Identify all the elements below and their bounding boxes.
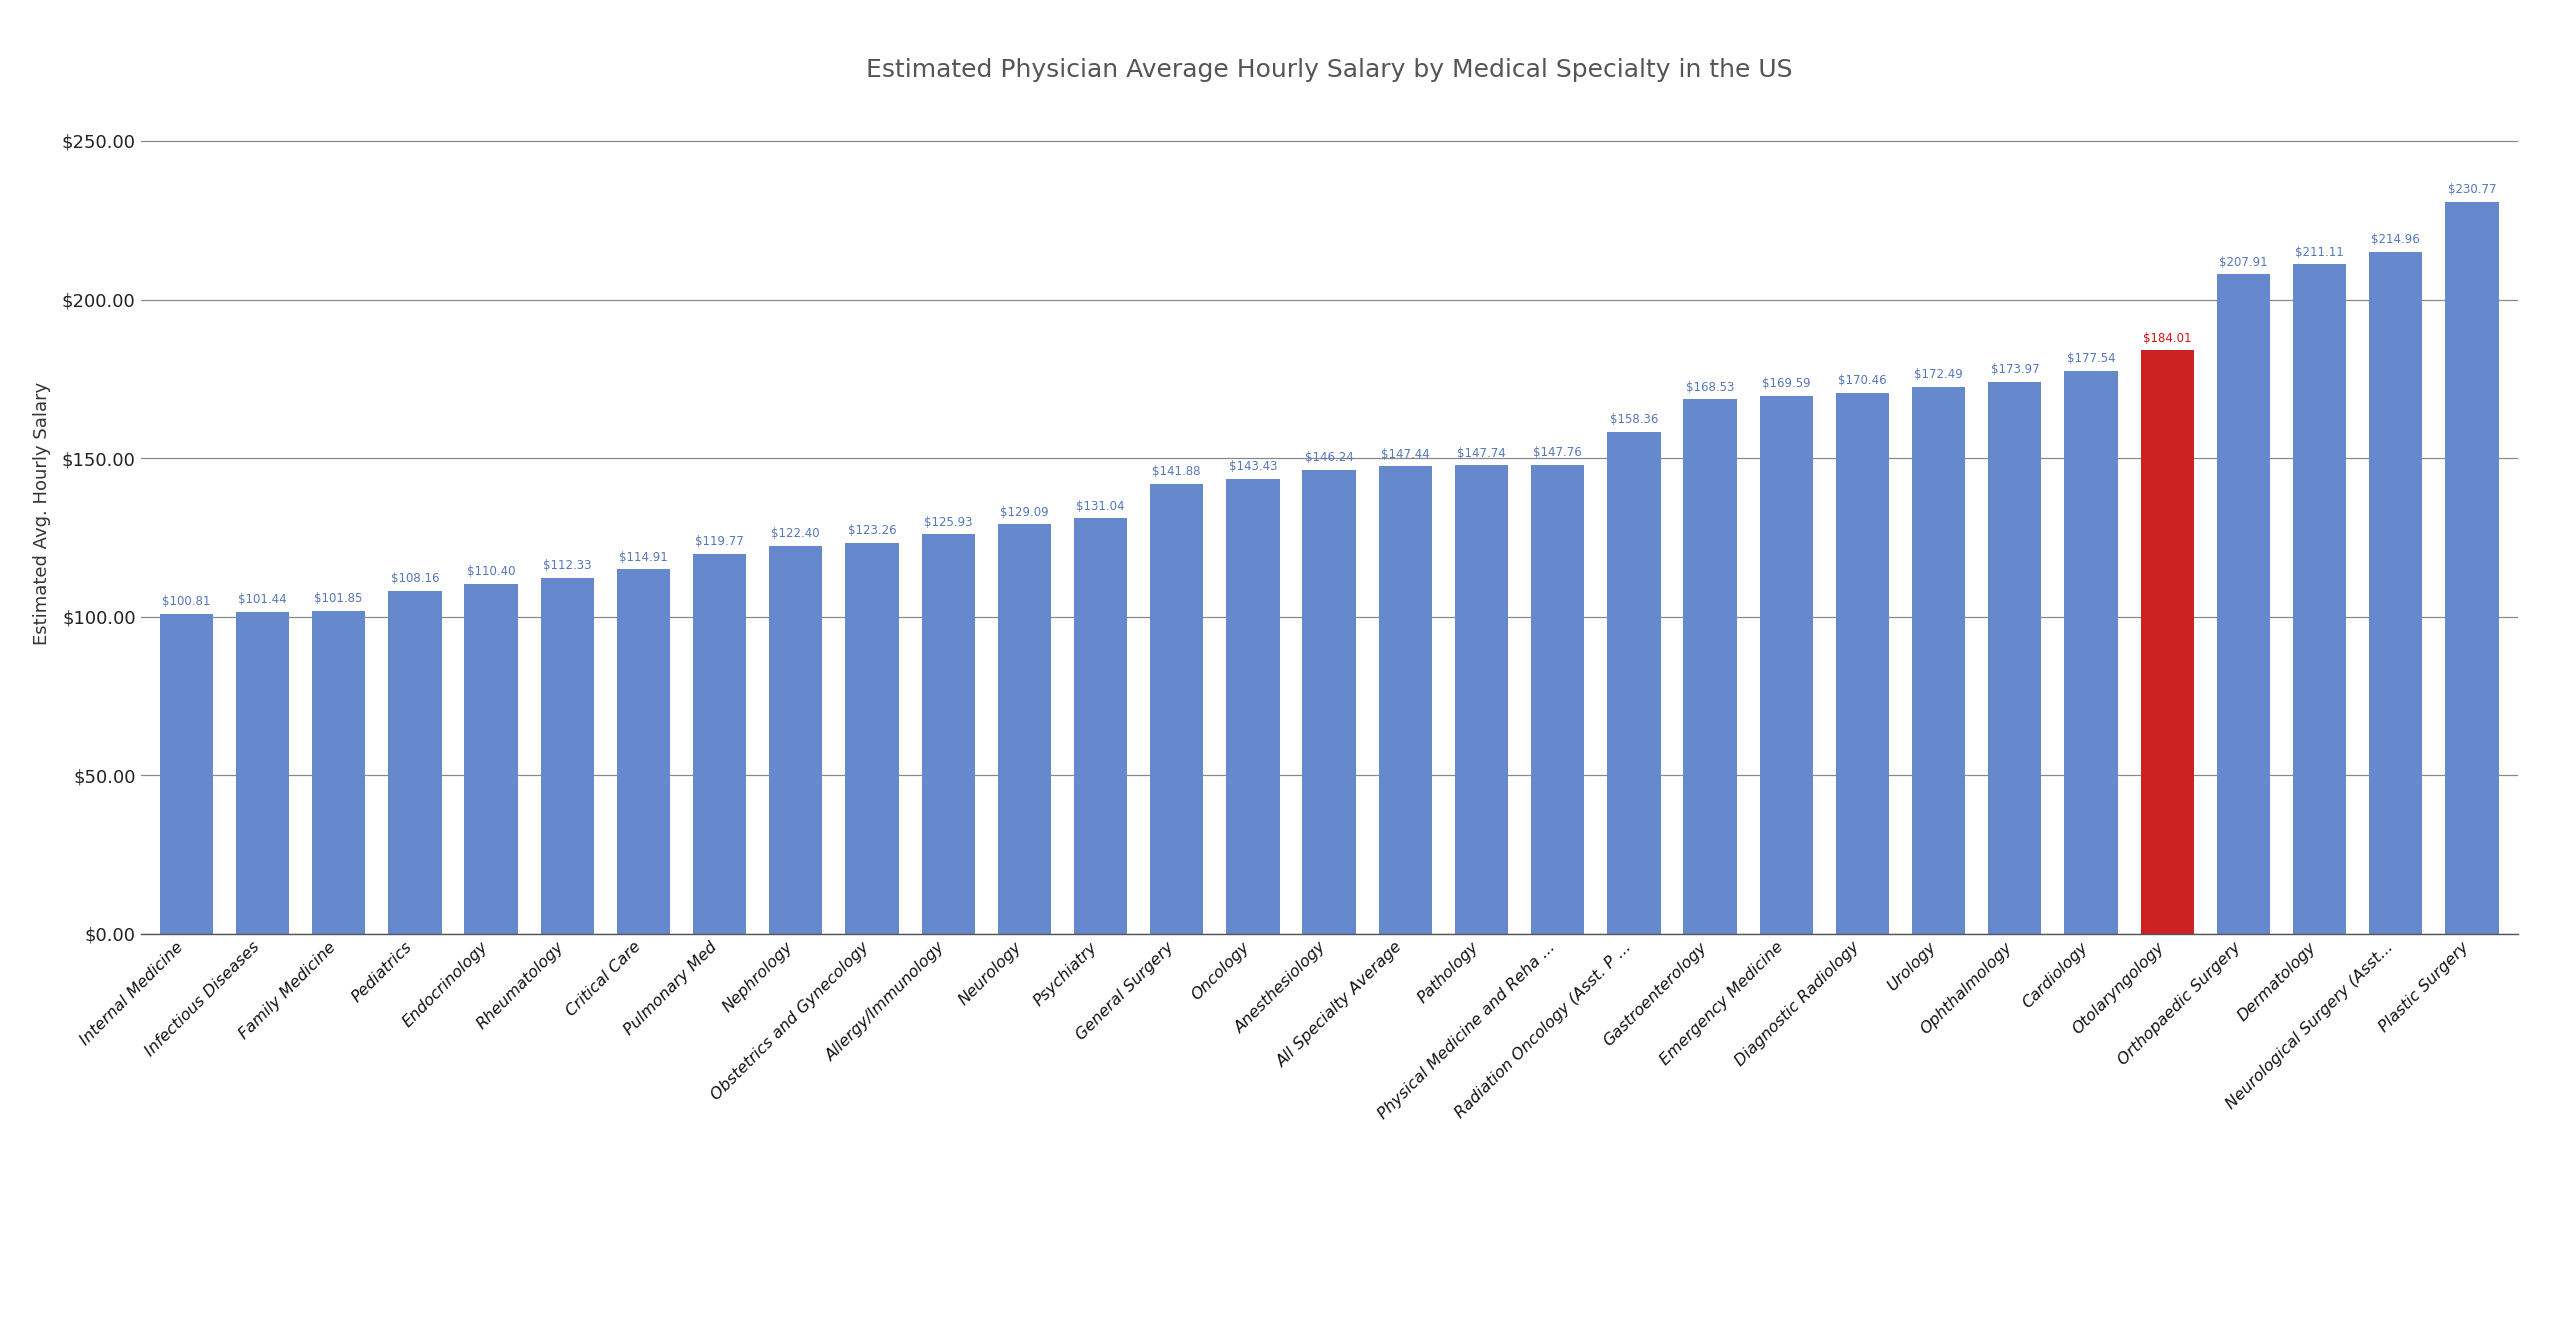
Text: $184.01: $184.01	[2142, 332, 2190, 344]
Text: $108.16: $108.16	[391, 572, 440, 586]
Bar	[2369, 252, 2423, 934]
Bar	[1684, 399, 1736, 934]
Bar	[616, 570, 670, 934]
Text: $112.33: $112.33	[542, 559, 590, 572]
Bar	[2065, 371, 2119, 934]
Bar	[1227, 479, 1281, 934]
Bar	[1608, 432, 1661, 934]
Text: $170.46: $170.46	[1838, 375, 1886, 387]
Bar	[1304, 470, 1355, 934]
Bar	[2216, 275, 2270, 934]
Bar	[389, 591, 442, 934]
Bar	[2293, 264, 2346, 934]
Text: $101.44: $101.44	[238, 594, 286, 607]
Bar	[158, 614, 212, 934]
Bar	[1912, 387, 1966, 934]
Bar	[2139, 351, 2193, 934]
Bar	[923, 535, 974, 934]
Text: $125.93: $125.93	[923, 516, 971, 528]
Text: $147.76: $147.76	[1534, 447, 1582, 459]
Text: $172.49: $172.49	[1914, 368, 1963, 382]
Bar	[1835, 394, 1889, 934]
Text: $122.40: $122.40	[772, 527, 820, 540]
Text: $158.36: $158.36	[1610, 412, 1659, 426]
Text: $207.91: $207.91	[2219, 256, 2267, 268]
Text: $147.44: $147.44	[1380, 447, 1429, 460]
Bar	[1989, 382, 2042, 934]
Title: Estimated Physician Average Hourly Salary by Medical Specialty in the US: Estimated Physician Average Hourly Salar…	[866, 57, 1792, 81]
Bar	[539, 578, 593, 934]
Bar	[235, 612, 289, 934]
Bar	[465, 584, 519, 934]
Text: $214.96: $214.96	[2372, 233, 2421, 247]
Bar	[1378, 466, 1431, 934]
Text: $177.54: $177.54	[2068, 352, 2116, 366]
Text: $146.24: $146.24	[1304, 451, 1355, 464]
Text: $143.43: $143.43	[1229, 460, 1278, 474]
Text: $101.85: $101.85	[314, 592, 363, 606]
Bar	[1531, 466, 1585, 934]
Text: $110.40: $110.40	[468, 566, 516, 578]
Text: $114.91: $114.91	[619, 551, 667, 564]
Bar	[312, 611, 366, 934]
Bar	[846, 543, 900, 934]
Text: $173.97: $173.97	[1991, 363, 2040, 376]
Text: $131.04: $131.04	[1076, 499, 1125, 512]
Text: $169.59: $169.59	[1761, 378, 1810, 391]
Bar	[1759, 396, 1812, 934]
Text: $141.88: $141.88	[1153, 466, 1201, 478]
Text: $147.74: $147.74	[1457, 447, 1505, 459]
Bar	[769, 546, 823, 934]
Text: $129.09: $129.09	[999, 506, 1048, 519]
Text: $211.11: $211.11	[2295, 245, 2344, 259]
Text: $230.77: $230.77	[2449, 183, 2497, 196]
Y-axis label: Estimated Avg. Hourly Salary: Estimated Avg. Hourly Salary	[33, 382, 51, 646]
Text: $119.77: $119.77	[695, 535, 744, 548]
Bar	[1150, 484, 1204, 934]
Bar	[997, 524, 1051, 934]
Text: $123.26: $123.26	[849, 524, 897, 538]
Text: $100.81: $100.81	[161, 595, 210, 608]
Bar	[1074, 518, 1127, 934]
Bar	[693, 554, 746, 934]
Bar	[1454, 466, 1508, 934]
Bar	[2446, 201, 2500, 934]
Text: $168.53: $168.53	[1687, 380, 1736, 394]
